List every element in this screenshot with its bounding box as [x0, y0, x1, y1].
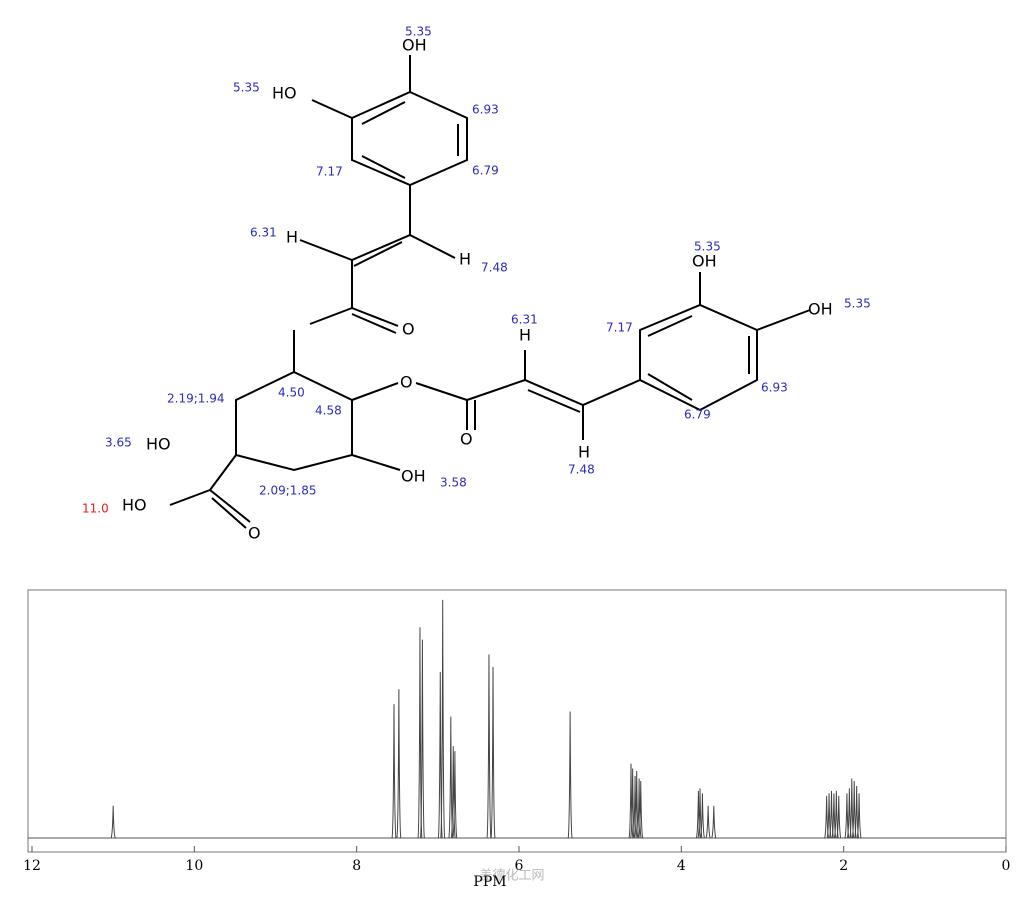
atom: H	[286, 228, 298, 247]
shift: 7.48	[481, 261, 508, 275]
peak	[705, 805, 711, 839]
peak	[486, 654, 492, 839]
shift: 6.31	[250, 226, 277, 240]
peak	[695, 790, 701, 839]
peak	[450, 746, 456, 839]
shift: 6.79	[472, 164, 499, 178]
ester-bonds	[351, 350, 641, 471]
shift: 4.50	[278, 386, 305, 400]
structure-bonds	[169, 55, 811, 529]
peak	[391, 704, 397, 839]
atom: O	[402, 320, 415, 339]
shift: 6.31	[511, 313, 538, 327]
shift: 7.17	[316, 165, 343, 179]
peak	[632, 775, 638, 839]
ring2	[639, 272, 811, 412]
shift: 5.35	[233, 81, 260, 95]
x-tick-label: 12	[23, 858, 41, 874]
x-tick-label: 8	[352, 858, 361, 874]
peak	[638, 780, 644, 839]
atom: HO	[146, 435, 171, 454]
peak	[699, 793, 705, 839]
peak	[836, 795, 842, 839]
peak	[636, 778, 642, 839]
bonds	[299, 55, 456, 334]
shift: 2.19;1.94	[167, 392, 224, 406]
x-tick-label: 2	[839, 858, 848, 874]
shift: 5.35	[694, 240, 721, 254]
plot-frame	[27, 589, 1007, 853]
shift: 4.58	[315, 404, 342, 418]
peak	[628, 763, 634, 839]
x-tick-label: 4	[677, 858, 686, 874]
shift: 2.09;1.85	[259, 484, 316, 498]
atom: H	[459, 250, 471, 269]
shift: 6.93	[761, 381, 788, 395]
peak	[110, 805, 116, 839]
atom: O	[400, 373, 413, 392]
atom: H	[519, 326, 531, 345]
ring	[351, 90, 468, 187]
shift: 6.93	[472, 103, 499, 117]
peak	[711, 805, 717, 839]
x-tick-label: 10	[185, 858, 203, 874]
watermark: 盖德化工网	[479, 869, 544, 884]
atom: OH	[401, 467, 426, 486]
shift: 5.35	[844, 297, 871, 311]
atom: H	[578, 443, 590, 462]
atom: OH	[808, 300, 833, 319]
atom: OH	[402, 36, 427, 55]
spectrum	[110, 599, 862, 839]
shift: 3.65	[105, 436, 132, 450]
shift: 3.58	[440, 476, 467, 490]
atom: OH	[692, 252, 717, 271]
peak	[567, 711, 573, 839]
atom: HO	[122, 496, 147, 515]
shift: 7.48	[568, 463, 595, 477]
peak	[452, 751, 458, 839]
peak	[419, 639, 425, 839]
x-axis-label: PPM	[473, 874, 506, 890]
structure-labels: 5.35 OH 5.35 HO 6.93 7.17 6.79 6.31 H H …	[82, 25, 871, 543]
atom: O	[248, 524, 261, 543]
ring-bonds	[169, 330, 399, 529]
atom: O	[460, 430, 473, 449]
peak	[396, 689, 402, 839]
peak	[440, 599, 446, 839]
shift: 11.0	[82, 502, 109, 516]
peak	[490, 666, 496, 839]
peak	[856, 793, 862, 839]
shift: 5.35	[405, 25, 432, 39]
shift: 6.79	[684, 408, 711, 422]
x-tick-label: 6	[515, 858, 524, 874]
x-tick-label: 0	[1002, 858, 1011, 874]
atom: HO	[272, 84, 297, 103]
shift: 7.17	[606, 321, 633, 335]
